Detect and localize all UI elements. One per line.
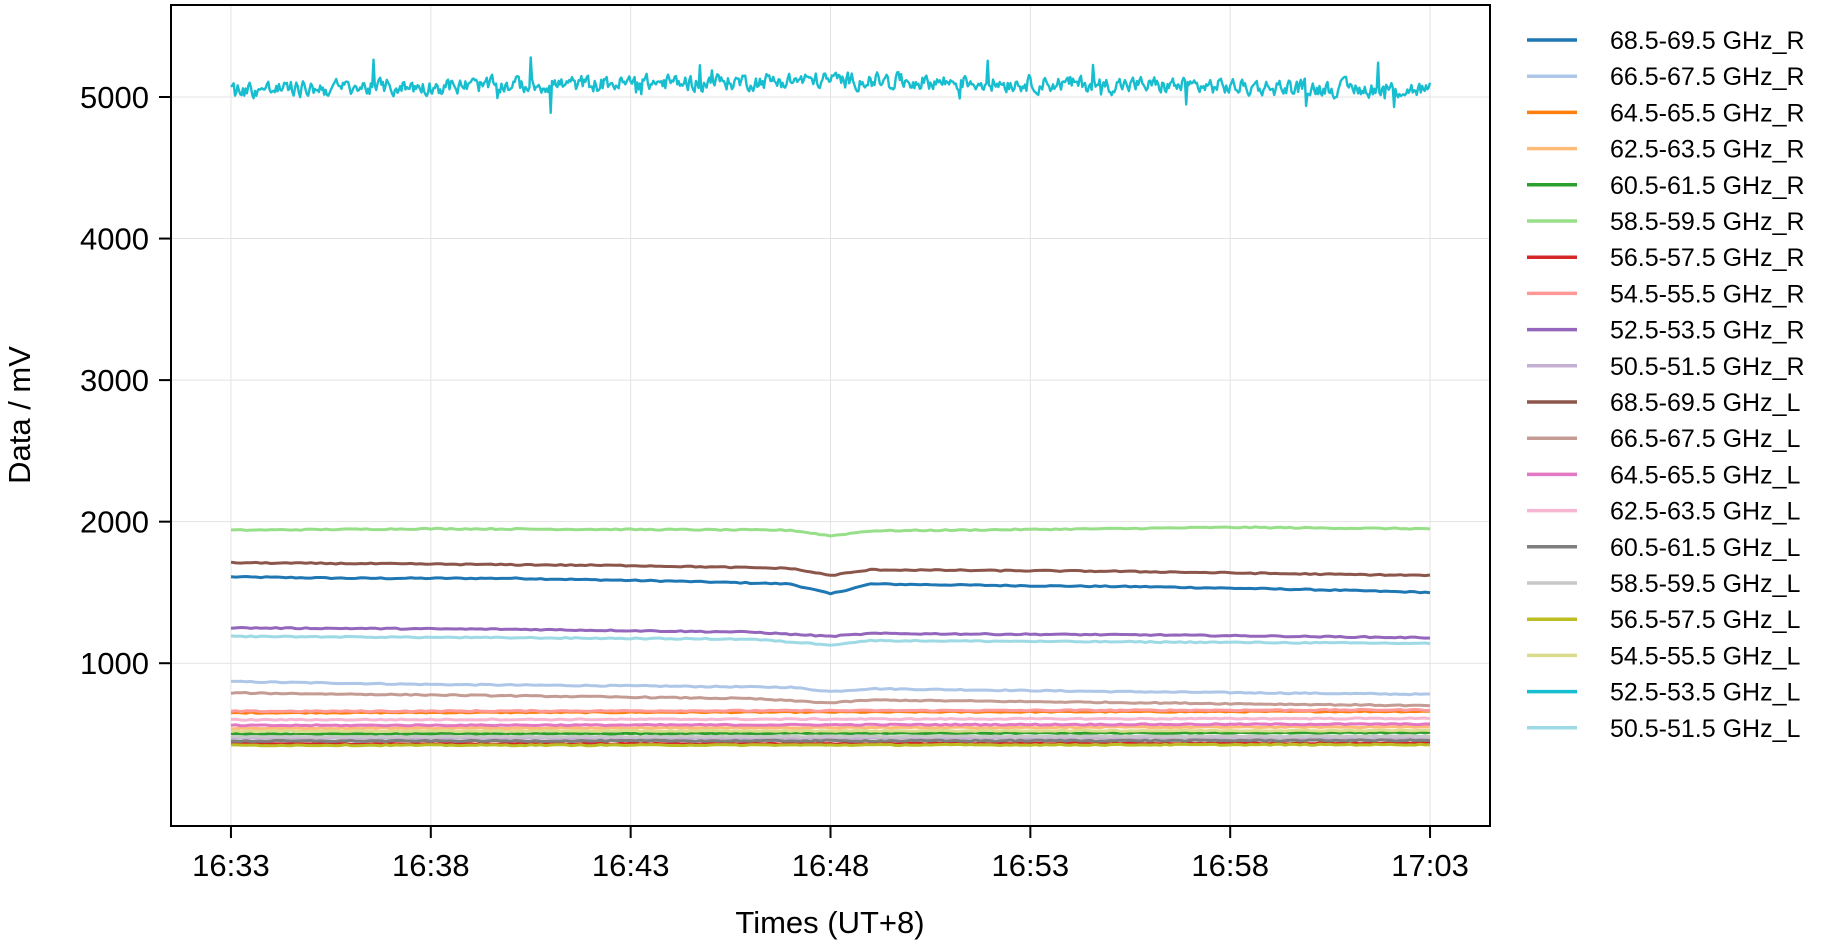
x-axis-label: Times (UT+8) <box>735 905 924 940</box>
y-axis-label: Data / mV <box>2 346 37 484</box>
legend-label: 62.5-63.5 GHz_L <box>1610 498 1800 526</box>
x-tick-label: 16:53 <box>992 848 1070 883</box>
series-line <box>230 56 1432 114</box>
series-line <box>230 626 1431 640</box>
series-line <box>230 691 1431 708</box>
legend-label: 50.5-51.5 GHz_R <box>1610 353 1805 381</box>
legend-label: 60.5-61.5 GHz_R <box>1610 172 1805 200</box>
y-tick-label: 5000 <box>80 80 149 115</box>
y-tick-label: 2000 <box>80 505 149 540</box>
x-tick-label: 16:33 <box>192 848 270 883</box>
y-tick-label: 4000 <box>80 222 149 257</box>
legend-label: 56.5-57.5 GHz_R <box>1610 244 1805 272</box>
legend: 68.5-69.5 GHz_R 66.5-67.5 GHz_R 64.5-65.5 … <box>1527 27 1805 743</box>
legend-label: 50.5-51.5 GHz_L <box>1610 715 1800 743</box>
x-tick-label: 16:48 <box>792 848 870 883</box>
y-tick-label: 3000 <box>80 363 149 398</box>
x-tick-label: 16:43 <box>592 848 670 883</box>
series-line <box>231 742 1431 748</box>
legend-label: 64.5-65.5 GHz_L <box>1610 461 1800 489</box>
series-line <box>230 722 1430 728</box>
series-line <box>230 724 1431 731</box>
legend-label: 58.5-59.5 GHz_L <box>1610 570 1800 598</box>
x-tick-label: 16:58 <box>1191 848 1269 883</box>
series-line <box>230 728 1431 734</box>
series-line <box>230 716 1431 722</box>
legend-label: 56.5-57.5 GHz_L <box>1610 606 1800 634</box>
series-line <box>230 525 1431 538</box>
y-tick-label: 1000 <box>80 646 149 681</box>
legend-label: 52.5-53.5 GHz_L <box>1610 679 1800 707</box>
legend-label: 58.5-59.5 GHz_R <box>1610 208 1805 236</box>
series-line <box>230 634 1431 647</box>
series-line <box>230 738 1431 743</box>
series-lines <box>230 56 1432 748</box>
x-tick-label: 17:03 <box>1391 848 1469 883</box>
legend-label: 54.5-55.5 GHz_R <box>1610 280 1805 308</box>
legend-label: 66.5-67.5 GHz_L <box>1610 425 1800 453</box>
series-line <box>230 707 1431 714</box>
legend-label: 60.5-61.5 GHz_L <box>1610 534 1800 562</box>
y-axis-ticks: 1000 2000 3000 4000 5000 <box>80 80 171 681</box>
series-line <box>230 730 1431 736</box>
legend-label: 68.5-69.5 GHz_L <box>1610 389 1800 417</box>
legend-label: 66.5-67.5 GHz_R <box>1610 63 1805 91</box>
series-line <box>230 575 1431 596</box>
x-axis-ticks: 16:33 16:38 16:43 16:48 16:53 16:58 17:03 <box>192 826 1469 883</box>
series-line <box>230 734 1431 739</box>
series-line <box>230 679 1430 697</box>
x-tick-label: 16:38 <box>392 848 470 883</box>
legend-label: 62.5-63.5 GHz_R <box>1610 136 1805 164</box>
legend-label: 68.5-69.5 GHz_R <box>1610 27 1805 55</box>
legend-label: 54.5-55.5 GHz_L <box>1610 642 1800 670</box>
grid <box>171 5 1490 826</box>
series-line <box>230 560 1431 578</box>
legend-label: 64.5-65.5 GHz_R <box>1610 99 1805 127</box>
legend-label: 52.5-53.5 GHz_R <box>1610 317 1805 345</box>
